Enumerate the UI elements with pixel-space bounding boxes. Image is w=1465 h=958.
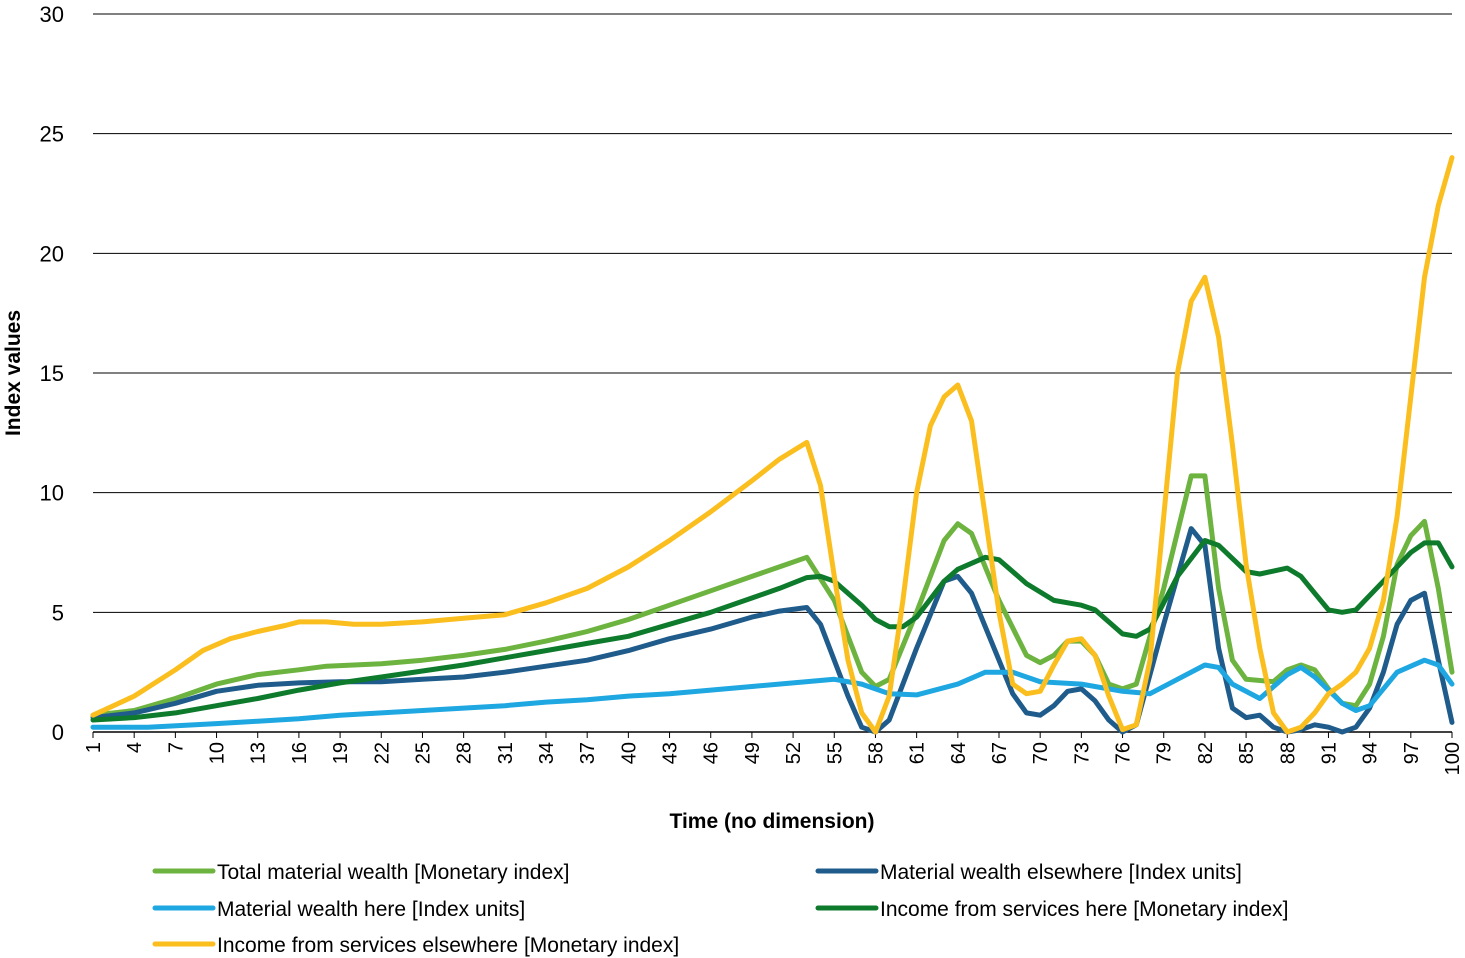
legend-label: Income from services here [Monetary inde… — [880, 898, 1289, 921]
x-axis-ticks: 1 4 7 10 13 16 19 22 25 28 31 34 37 40 43 46 49 52 55 58 61 6… — [83, 732, 1464, 775]
x-axis-title: Time (no dimension) — [670, 810, 875, 833]
x-tick-label: 13 — [248, 742, 270, 764]
x-tick-label: 16 — [289, 742, 311, 764]
x-tick-label: 7 — [165, 742, 187, 753]
y-axis-title: Index values — [2, 310, 25, 436]
series-line-3 — [90, 657, 1455, 730]
x-tick-label: 94 — [1360, 742, 1382, 764]
x-tick-label: 82 — [1195, 742, 1217, 764]
y-tick-label: 30 — [40, 2, 64, 27]
x-tick-label: 1 — [83, 742, 105, 753]
y-tick-label: 20 — [40, 241, 64, 266]
x-tick-label: 28 — [454, 742, 476, 764]
x-tick-label: 61 — [907, 742, 929, 764]
gridlines — [93, 13, 1452, 613]
x-tick-label: 52 — [783, 742, 805, 764]
x-tick-label: 25 — [412, 742, 434, 764]
y-tick-label: 10 — [40, 481, 64, 506]
x-tick-label: 64 — [948, 742, 970, 764]
x-tick-label: 58 — [865, 742, 887, 764]
legend-label: Income from services elsewhere [Monetary… — [217, 934, 679, 957]
x-tick-label: 97 — [1401, 742, 1423, 764]
series-line-2 — [90, 526, 1455, 735]
y-axis-ticks: 0 5 10 15 20 25 30 — [40, 2, 64, 745]
x-tick-label: 91 — [1318, 742, 1340, 764]
y-tick-label: 0 — [52, 720, 64, 745]
x-tick-label: 19 — [330, 742, 352, 764]
x-tick-label: 22 — [371, 742, 393, 764]
series-lines — [90, 155, 1455, 735]
legend-label: Material wealth here [Index units] — [217, 898, 525, 921]
legend: Total material wealth [Monetary index] Ma… — [152, 861, 1289, 957]
x-tick-label: 40 — [618, 742, 640, 764]
x-tick-label: 67 — [989, 742, 1011, 764]
x-tick-label: 34 — [536, 742, 558, 764]
x-tick-label: 70 — [1030, 742, 1052, 764]
x-tick-label: 55 — [824, 742, 846, 764]
x-tick-label: 76 — [1113, 742, 1135, 764]
y-tick-label: 25 — [40, 122, 64, 147]
x-tick-label: 43 — [660, 742, 682, 764]
series-line-4 — [90, 538, 1455, 723]
x-tick-label: 4 — [124, 742, 146, 753]
y-tick-label: 5 — [52, 600, 64, 625]
x-tick-label: 85 — [1236, 742, 1258, 764]
x-tick-label: 49 — [742, 742, 764, 764]
legend-label: Material wealth elsewhere [Index units] — [880, 861, 1242, 884]
x-tick-label: 46 — [701, 742, 723, 764]
x-tick-label: 37 — [577, 742, 599, 764]
x-tick-label: 79 — [1154, 742, 1176, 764]
x-tick-label: 10 — [207, 742, 229, 764]
series-line-1 — [90, 473, 1455, 718]
x-tick-label: 100 — [1442, 742, 1464, 775]
series-line-5 — [90, 155, 1455, 735]
x-tick-label: 73 — [1071, 742, 1093, 764]
x-tick-label: 31 — [495, 742, 517, 764]
y-tick-label: 15 — [40, 361, 64, 386]
x-tick-label: 88 — [1277, 742, 1299, 764]
legend-label: Total material wealth [Monetary index] — [217, 861, 570, 884]
